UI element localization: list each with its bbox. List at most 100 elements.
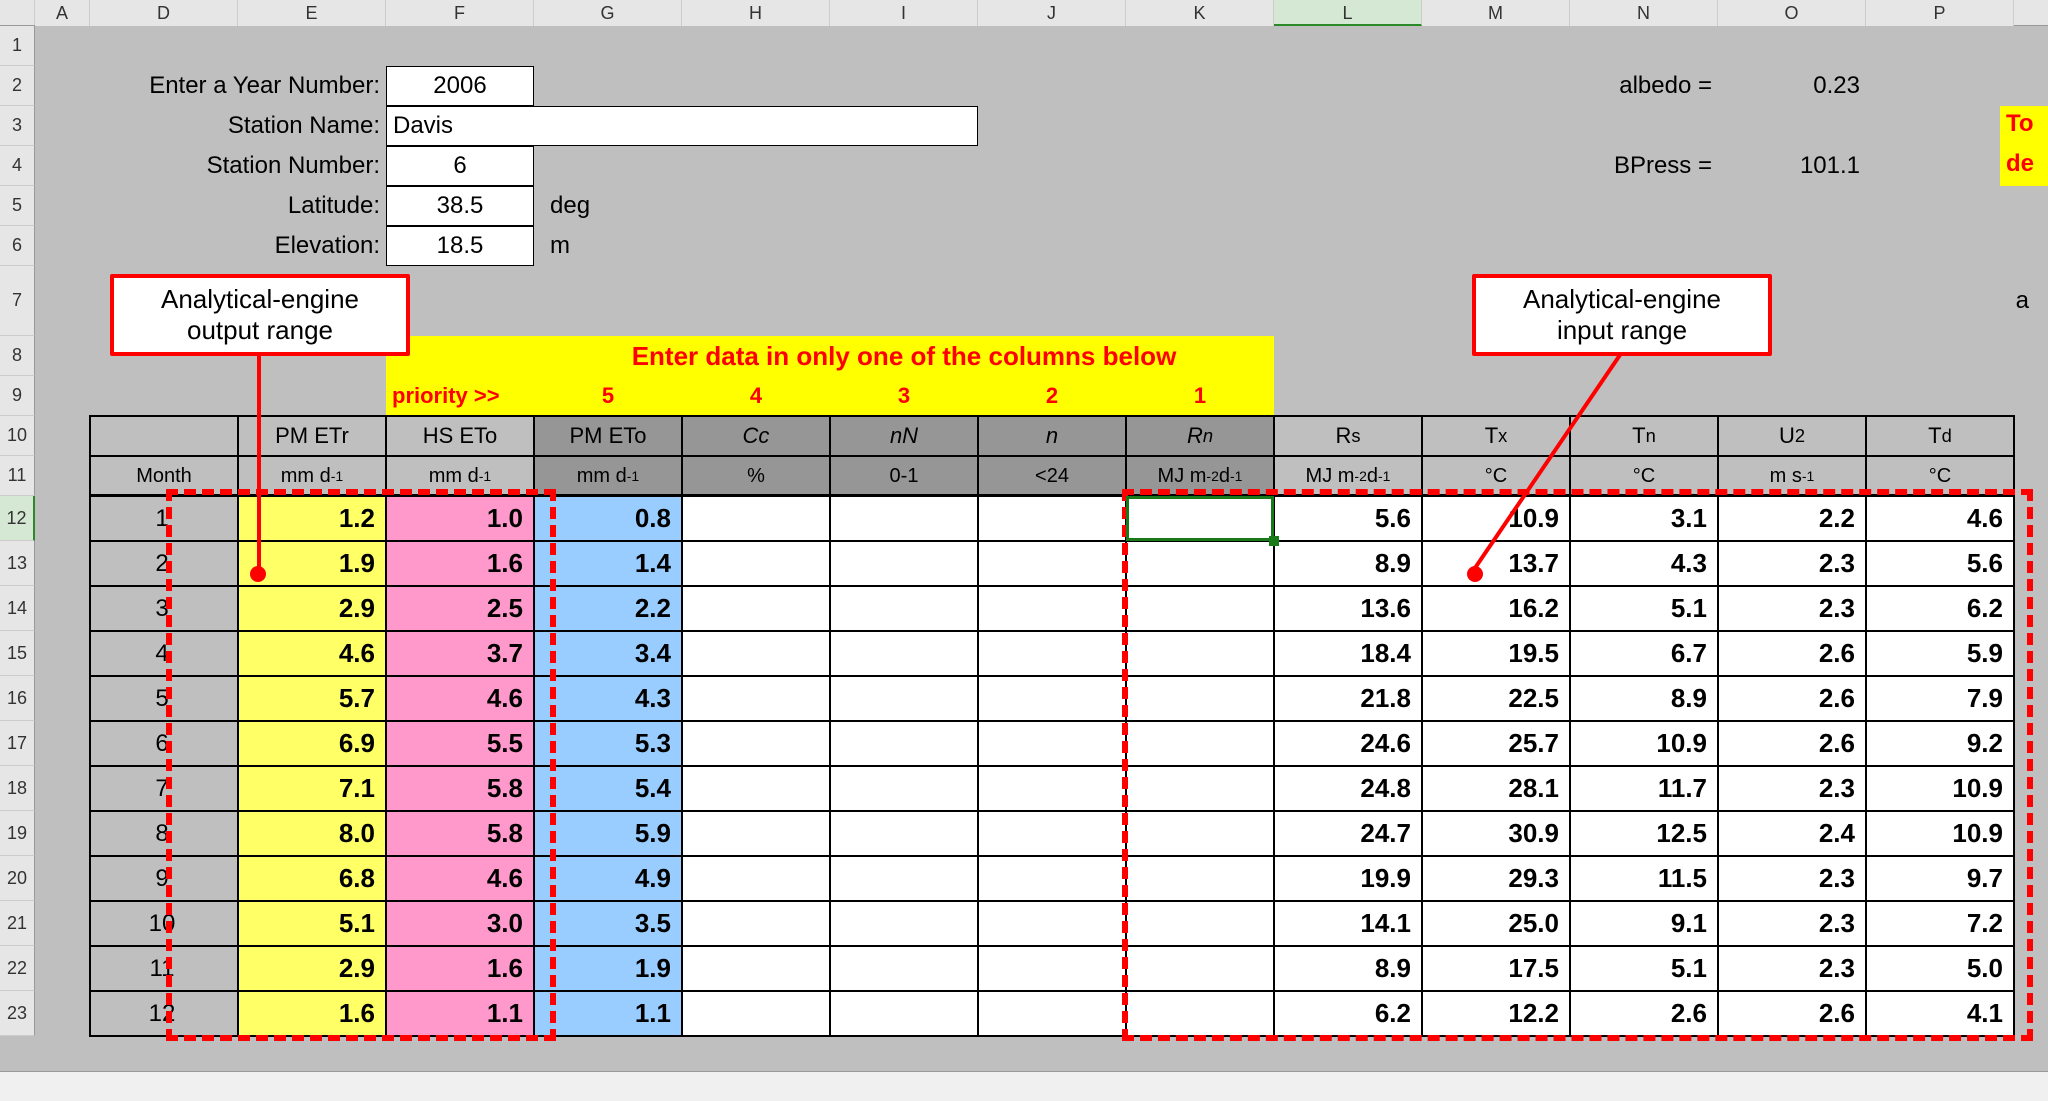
tn-cell[interactable]: 6.7 [1570, 631, 1718, 676]
empty-cell[interactable] [830, 676, 978, 721]
empty-cell[interactable] [978, 991, 1126, 1036]
empty-cell[interactable] [978, 631, 1126, 676]
u2-cell[interactable]: 2.3 [1718, 946, 1866, 991]
empty-cell[interactable] [682, 811, 830, 856]
col-header-L[interactable]: L [1274, 0, 1422, 26]
col-header-M[interactable]: M [1422, 0, 1570, 26]
hdr11-13[interactable]: °C [1866, 456, 2014, 496]
month-cell[interactable]: 2 [90, 541, 238, 586]
empty-cell[interactable] [978, 541, 1126, 586]
empty-cell[interactable] [682, 631, 830, 676]
row-header-4[interactable]: 4 [0, 146, 35, 186]
hdr11-6[interactable]: 0-1 [830, 456, 978, 496]
pm-etr-cell[interactable]: 7.1 [238, 766, 386, 811]
hdr11-5[interactable]: % [682, 456, 830, 496]
rs-cell[interactable]: 13.6 [1274, 586, 1422, 631]
row-header-8[interactable]: 8 [0, 336, 35, 376]
row-header-17[interactable]: 17 [0, 721, 35, 766]
td-cell[interactable]: 7.9 [1866, 676, 2014, 721]
pm-eto-cell[interactable]: 1.9 [534, 946, 682, 991]
tx-cell[interactable]: 22.5 [1422, 676, 1570, 721]
tx-cell[interactable]: 12.2 [1422, 991, 1570, 1036]
col-header-D[interactable]: D [90, 0, 238, 26]
empty-cell[interactable] [830, 586, 978, 631]
empty-cell[interactable] [978, 676, 1126, 721]
tn-cell[interactable]: 11.7 [1570, 766, 1718, 811]
month-cell[interactable]: 12 [90, 991, 238, 1036]
u2-cell[interactable]: 2.2 [1718, 496, 1866, 541]
empty-cell[interactable] [1126, 631, 1274, 676]
pm-etr-cell[interactable]: 5.7 [238, 676, 386, 721]
hdr10-9[interactable]: Rs [1274, 416, 1422, 456]
row-header-19[interactable]: 19 [0, 811, 35, 856]
tn-cell[interactable]: 11.5 [1570, 856, 1718, 901]
row-header-5[interactable]: 5 [0, 186, 35, 226]
row-header-16[interactable]: 16 [0, 676, 35, 721]
row-header-6[interactable]: 6 [0, 226, 35, 266]
rs-cell[interactable]: 24.7 [1274, 811, 1422, 856]
empty-cell[interactable] [1126, 766, 1274, 811]
col-header-O[interactable]: O [1718, 0, 1866, 26]
month-cell[interactable]: 6 [90, 721, 238, 766]
row-header-11[interactable]: 11 [0, 456, 35, 496]
col-header-F[interactable]: F [386, 0, 534, 26]
hs-eto-cell[interactable]: 5.8 [386, 811, 534, 856]
tx-cell[interactable]: 30.9 [1422, 811, 1570, 856]
tn-cell[interactable]: 10.9 [1570, 721, 1718, 766]
empty-cell[interactable] [682, 991, 830, 1036]
tn-cell[interactable]: 2.6 [1570, 991, 1718, 1036]
empty-cell[interactable] [978, 901, 1126, 946]
hdr11-12[interactable]: m s-1 [1718, 456, 1866, 496]
col-header-K[interactable]: K [1126, 0, 1274, 26]
hs-eto-cell[interactable]: 1.6 [386, 541, 534, 586]
u2-cell[interactable]: 2.3 [1718, 766, 1866, 811]
rs-cell[interactable]: 8.9 [1274, 946, 1422, 991]
hs-eto-cell[interactable]: 4.6 [386, 856, 534, 901]
row-header-1[interactable]: 1 [0, 26, 35, 66]
empty-cell[interactable] [830, 991, 978, 1036]
empty-cell[interactable] [1126, 586, 1274, 631]
empty-cell[interactable] [1126, 541, 1274, 586]
pm-etr-cell[interactable]: 2.9 [238, 586, 386, 631]
month-cell[interactable]: 7 [90, 766, 238, 811]
row-header-13[interactable]: 13 [0, 541, 35, 586]
tn-cell[interactable]: 9.1 [1570, 901, 1718, 946]
td-cell[interactable]: 6.2 [1866, 586, 2014, 631]
td-cell[interactable]: 4.1 [1866, 991, 2014, 1036]
u2-cell[interactable]: 2.6 [1718, 676, 1866, 721]
empty-cell[interactable] [978, 586, 1126, 631]
u2-cell[interactable]: 2.6 [1718, 721, 1866, 766]
td-cell[interactable]: 5.6 [1866, 541, 2014, 586]
pm-eto-cell[interactable]: 2.2 [534, 586, 682, 631]
td-cell[interactable]: 7.2 [1866, 901, 2014, 946]
u2-cell[interactable]: 2.6 [1718, 991, 1866, 1036]
td-cell[interactable]: 10.9 [1866, 766, 2014, 811]
empty-cell[interactable] [978, 496, 1126, 541]
row-header-2[interactable]: 2 [0, 66, 35, 106]
pm-etr-cell[interactable]: 2.9 [238, 946, 386, 991]
latitude-input[interactable]: 38.5 [386, 186, 534, 226]
u2-cell[interactable]: 2.3 [1718, 856, 1866, 901]
hdr10-12[interactable]: U2 [1718, 416, 1866, 456]
pm-etr-cell[interactable]: 8.0 [238, 811, 386, 856]
pm-eto-cell[interactable]: 3.5 [534, 901, 682, 946]
pm-etr-cell[interactable]: 1.6 [238, 991, 386, 1036]
empty-cell[interactable] [830, 496, 978, 541]
empty-cell[interactable] [978, 946, 1126, 991]
empty-cell[interactable] [682, 496, 830, 541]
rs-cell[interactable]: 8.9 [1274, 541, 1422, 586]
td-cell[interactable]: 9.7 [1866, 856, 2014, 901]
hdr10-13[interactable]: Td [1866, 416, 2014, 456]
u2-cell[interactable]: 2.3 [1718, 541, 1866, 586]
hdr10-5[interactable]: Cc [682, 416, 830, 456]
hdr11-1[interactable]: Month [90, 456, 238, 496]
row-header-15[interactable]: 15 [0, 631, 35, 676]
month-cell[interactable]: 3 [90, 586, 238, 631]
td-cell[interactable]: 5.0 [1866, 946, 2014, 991]
col-header-E[interactable]: E [238, 0, 386, 26]
row-header-7[interactable]: 7 [0, 266, 35, 336]
row-header-21[interactable]: 21 [0, 901, 35, 946]
month-cell[interactable]: 10 [90, 901, 238, 946]
td-cell[interactable]: 5.9 [1866, 631, 2014, 676]
tx-cell[interactable]: 19.5 [1422, 631, 1570, 676]
